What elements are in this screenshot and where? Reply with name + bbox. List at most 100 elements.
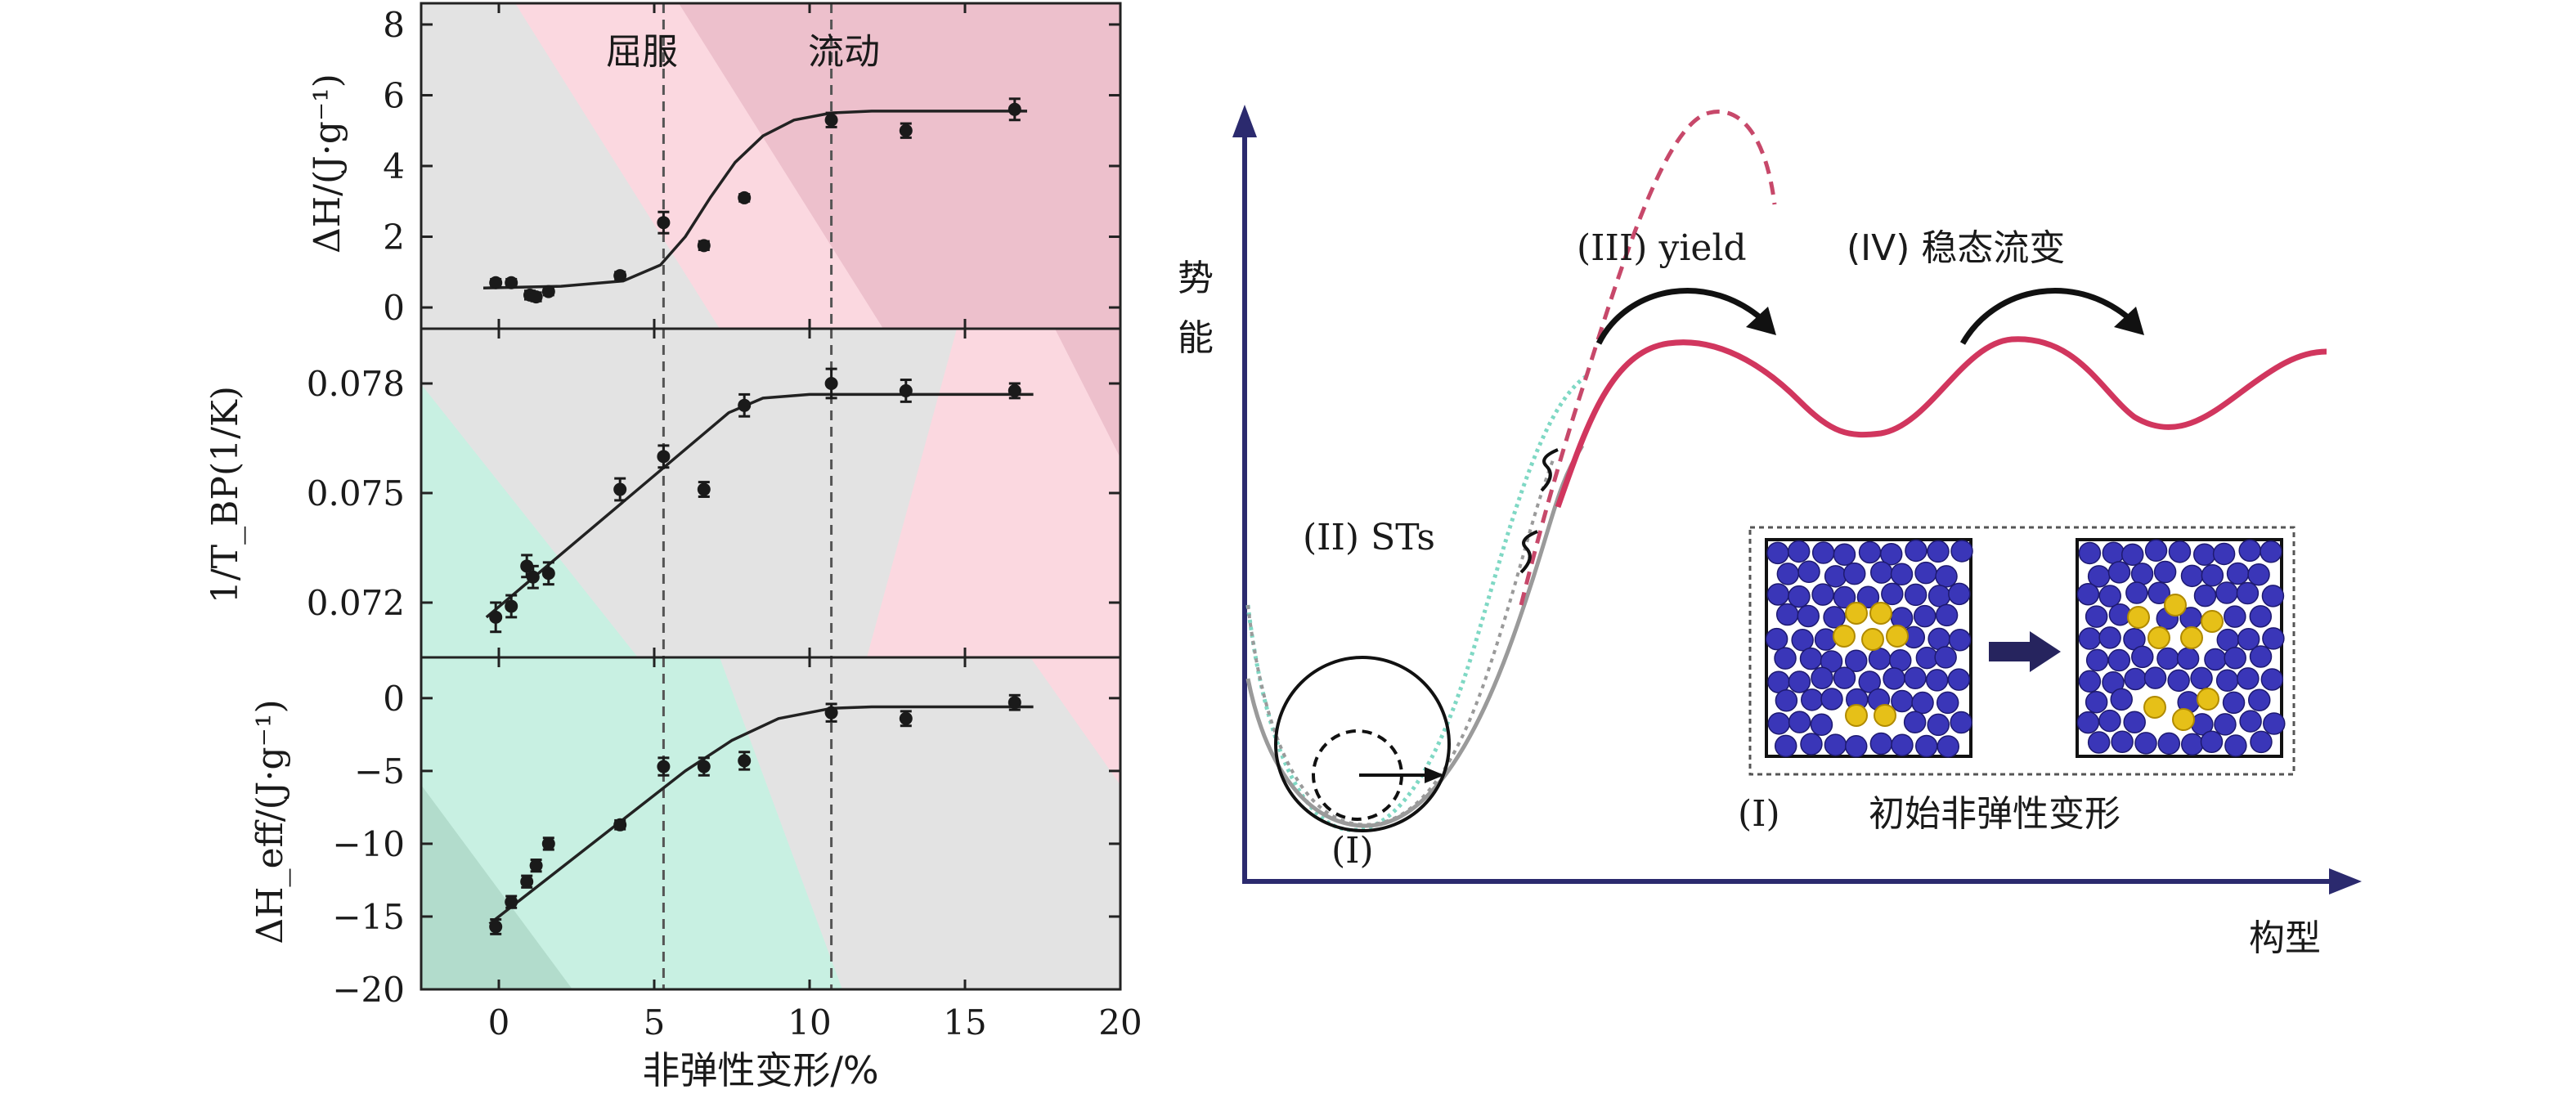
atom-highlight bbox=[2127, 606, 2150, 629]
atom bbox=[2134, 732, 2157, 755]
atom bbox=[1883, 667, 1905, 690]
data-point bbox=[899, 383, 913, 397]
data-point bbox=[899, 711, 913, 725]
atom bbox=[1800, 733, 1823, 756]
atom bbox=[2111, 730, 2134, 753]
data-point bbox=[824, 706, 838, 720]
y-tick-label: 0.078 bbox=[307, 364, 405, 404]
atom-highlight bbox=[2164, 594, 2187, 617]
atom bbox=[2180, 564, 2204, 588]
data-point bbox=[1008, 383, 1021, 397]
atom bbox=[2204, 648, 2227, 671]
panel-effective-enthalpy: 0 −5 −10 −15 −20 0 5 10 15 20 ΔH_eff/(J·g⁻¹) 非弹性… bbox=[249, 656, 1142, 1092]
x-tick-label: 0 bbox=[488, 1002, 510, 1042]
atom bbox=[1905, 539, 1928, 563]
y-tick-label: 6 bbox=[383, 75, 405, 115]
red-solid-curve bbox=[1555, 336, 2327, 509]
y-tick-label: 4 bbox=[383, 146, 405, 186]
atom bbox=[1935, 565, 1958, 588]
atom-highlight bbox=[1833, 625, 1856, 648]
bot-xticks: 0 5 10 15 20 bbox=[488, 657, 1142, 1042]
atom bbox=[1890, 563, 1914, 586]
atom bbox=[2180, 733, 2204, 756]
data-point bbox=[697, 239, 711, 253]
atom-highlight bbox=[1874, 704, 1896, 727]
x-tick-label: 15 bbox=[943, 1002, 986, 1042]
data-point bbox=[505, 895, 518, 909]
atom bbox=[2224, 605, 2246, 628]
atom bbox=[1914, 734, 1938, 758]
atom bbox=[1776, 563, 1800, 585]
atom bbox=[2102, 541, 2125, 564]
data-point bbox=[520, 875, 534, 889]
atom bbox=[2110, 688, 2133, 711]
atom bbox=[1767, 712, 1791, 735]
data-point bbox=[489, 610, 503, 624]
atom bbox=[1869, 732, 1893, 756]
atom bbox=[1810, 713, 1833, 737]
atom bbox=[2085, 690, 2108, 714]
atom bbox=[1774, 647, 1797, 670]
atom bbox=[2224, 734, 2247, 757]
squiggle-arrow-upper bbox=[1540, 448, 1559, 492]
atom-highlight bbox=[2147, 626, 2170, 649]
steady-flow-label: (IV) 稳态流变 bbox=[1847, 227, 2065, 269]
atom bbox=[2167, 669, 2190, 693]
atom bbox=[1869, 561, 1893, 584]
atom bbox=[2224, 646, 2246, 670]
atom bbox=[1823, 606, 1846, 629]
atom bbox=[2076, 711, 2100, 734]
atom bbox=[1925, 669, 1949, 692]
atom bbox=[1775, 603, 1799, 626]
atom bbox=[1811, 541, 1835, 564]
data-point bbox=[697, 482, 711, 496]
atom bbox=[2130, 563, 2154, 585]
x-tick-label: 5 bbox=[644, 1002, 666, 1042]
data-point bbox=[541, 285, 555, 298]
atom bbox=[1787, 540, 1811, 563]
atom bbox=[2124, 667, 2147, 691]
atom bbox=[1936, 691, 1959, 715]
basin-circle bbox=[1274, 656, 1451, 832]
data-point bbox=[657, 216, 671, 230]
energy-axis-label-2: 能 bbox=[1178, 317, 1214, 359]
mid-fit-line bbox=[485, 392, 1034, 619]
atom bbox=[1903, 711, 1927, 734]
panel-enthalpy: 0 2 4 6 8 屈服 流动 ΔH/(J·g⁻¹) bbox=[307, 2, 1122, 330]
atom bbox=[2249, 645, 2273, 668]
y-tick-label: −10 bbox=[332, 824, 405, 864]
atom bbox=[2226, 562, 2250, 585]
atom bbox=[2201, 563, 2224, 587]
yield-hop-arrow bbox=[1595, 288, 1769, 345]
bot-fit-line bbox=[488, 705, 1034, 926]
data-point bbox=[526, 570, 540, 584]
atom bbox=[1799, 647, 1823, 670]
data-point bbox=[529, 290, 543, 304]
atom bbox=[2156, 647, 2179, 670]
atom bbox=[2247, 688, 2271, 711]
atom bbox=[2238, 539, 2261, 563]
atom bbox=[1833, 666, 1856, 689]
atoms-before bbox=[1765, 539, 1973, 758]
y-tick-label: 8 bbox=[383, 5, 405, 45]
atom bbox=[1766, 583, 1790, 606]
atom bbox=[2098, 709, 2121, 733]
atom bbox=[2262, 627, 2285, 650]
atom bbox=[2190, 666, 2213, 690]
bot-data-points bbox=[489, 693, 1021, 935]
atom bbox=[2147, 581, 2170, 605]
atom bbox=[1935, 603, 1959, 627]
panel-top-background bbox=[421, 3, 1120, 329]
atom bbox=[2125, 581, 2148, 604]
top-data-points bbox=[489, 97, 1021, 304]
flow-annotation: 流动 bbox=[808, 31, 880, 73]
yield-annotation: 屈服 bbox=[606, 31, 678, 73]
flow-hop-arrowhead bbox=[2114, 307, 2144, 335]
atom bbox=[1775, 689, 1798, 712]
atom bbox=[2239, 710, 2262, 733]
atom bbox=[2157, 732, 2181, 756]
atom bbox=[1788, 670, 1811, 693]
atom bbox=[2215, 581, 2238, 604]
atom bbox=[1788, 585, 1811, 608]
